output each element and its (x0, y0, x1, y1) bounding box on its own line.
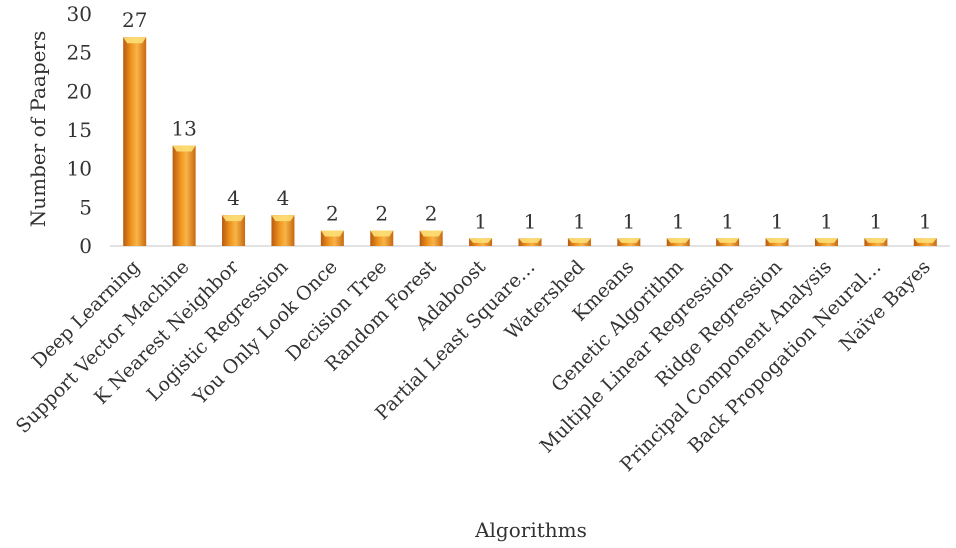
bar (271, 215, 295, 246)
data-label: 1 (573, 209, 586, 233)
data-label: 4 (227, 186, 240, 210)
bar-top-bevel (913, 238, 937, 243)
y-tick-label: 15 (67, 118, 92, 142)
x-axis-title: Algorithms (474, 518, 587, 542)
bar-top-bevel (419, 230, 443, 237)
bar-top-bevel (320, 230, 344, 237)
bars-group (123, 37, 937, 247)
y-tick-label: 0 (79, 234, 92, 258)
data-label: 1 (622, 209, 635, 233)
data-label: 27 (122, 8, 147, 32)
data-label: 1 (820, 209, 833, 233)
y-tick-label: 10 (67, 157, 92, 181)
bar (222, 215, 246, 246)
y-axis-ticks: 0 5 10 15 20 25 30 (67, 2, 92, 258)
bar-top-bevel (666, 238, 690, 243)
bar-top-bevel (567, 238, 591, 243)
bar (172, 145, 196, 246)
y-tick-label: 30 (67, 2, 92, 26)
bar-top-bevel (864, 238, 888, 243)
data-label: 4 (277, 186, 290, 210)
data-label: 1 (721, 209, 734, 233)
bar-top-bevel (123, 37, 147, 44)
data-labels-group: 27 13 4 4 2 2 2 1 1 1 1 1 1 1 1 1 1 (122, 8, 932, 233)
bar-top-bevel (716, 238, 740, 243)
y-tick-label: 20 (67, 79, 92, 103)
bar-top-bevel (172, 145, 196, 152)
data-label: 2 (425, 202, 438, 226)
bar-top-bevel (271, 215, 295, 222)
bar-top-bevel (469, 238, 493, 243)
data-label: 1 (771, 209, 784, 233)
data-label: 1 (919, 209, 932, 233)
data-label: 1 (474, 209, 487, 233)
y-tick-label: 5 (79, 195, 92, 219)
bar-top-bevel (765, 238, 789, 243)
bar-top-bevel (370, 230, 394, 237)
bar-top-bevel (518, 238, 542, 243)
bar-top-bevel (222, 215, 246, 222)
bar-top-bevel (814, 238, 838, 243)
bar-top-bevel (617, 238, 641, 243)
y-tick-label: 25 (67, 41, 92, 65)
y-axis-title: Number of Paapers (26, 31, 50, 228)
data-label: 2 (375, 202, 388, 226)
data-label: 13 (171, 116, 196, 140)
data-label: 2 (326, 202, 339, 226)
data-label: 1 (870, 209, 883, 233)
data-label: 1 (672, 209, 685, 233)
bar (123, 37, 147, 247)
data-label: 1 (524, 209, 537, 233)
